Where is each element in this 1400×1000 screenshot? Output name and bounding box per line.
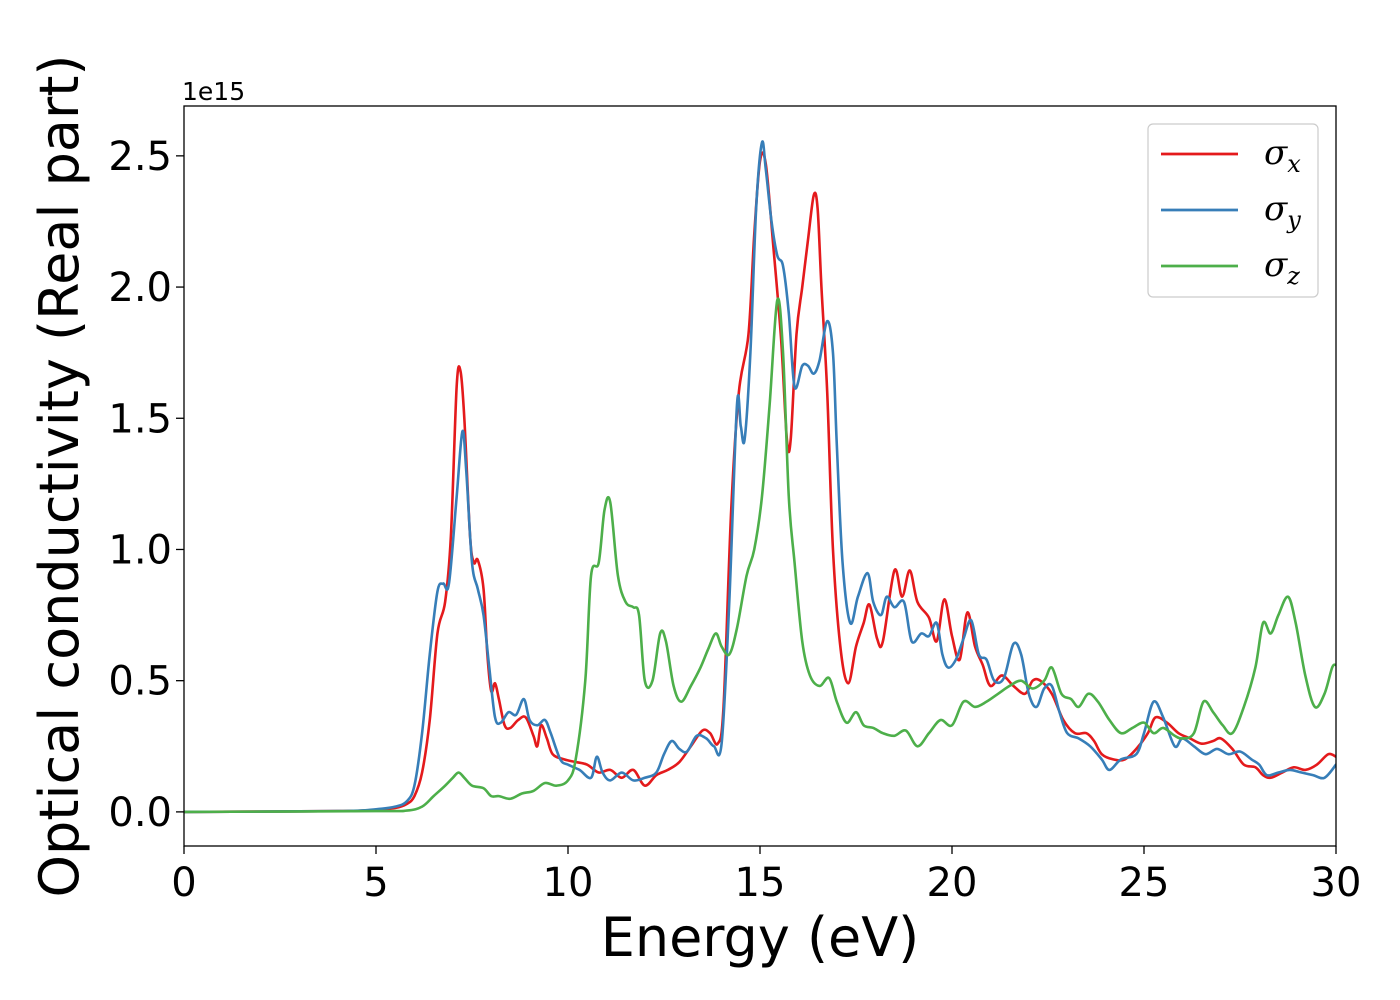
x-tick-label: 25 [1119,860,1170,906]
x-tick-label: 10 [543,860,594,906]
series-line-z [184,297,1336,814]
legend: σx σy σz [1147,123,1319,298]
y-tick-label: 0.0 [108,790,172,836]
y-tick-label: 1.0 [108,527,172,573]
legend-label-x: σx [1264,133,1301,178]
y-tick-label: 2.5 [108,134,172,180]
y-axis-offset-text: 1e15 [182,77,245,106]
y-axis-label: Optical conductivity (Real part) [28,55,91,898]
y-tick-label: 0.5 [108,659,172,705]
y-tick-label: 1.5 [108,396,172,442]
y-tick-label: 2.0 [108,265,172,311]
x-tick-label: 15 [735,860,786,906]
ticks-layer: 0 5 10 15 20 25 30 0.0 0.5 1.0 1.5 2.0 2.5 [108,134,1361,906]
x-tick-label: 0 [171,860,196,906]
series-line-y [184,140,1336,814]
series-layer [184,140,1336,814]
legend-label-z: σz [1264,245,1300,290]
x-tick-label: 20 [927,860,978,906]
x-tick-label: 5 [363,860,388,906]
legend-label-y: σy [1264,189,1301,234]
x-axis-label: Energy (eV) [601,906,920,969]
x-tick-label: 30 [1311,860,1362,906]
